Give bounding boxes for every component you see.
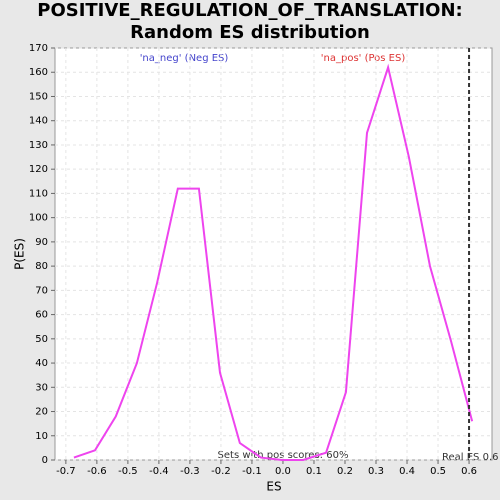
x-tick-label: -0.4 (149, 466, 169, 477)
y-tick-label: 150 (29, 91, 48, 102)
y-tick-label: 100 (29, 213, 48, 224)
y-tick-label: 90 (35, 237, 48, 248)
annotation: 'na_pos' (Pos ES) (321, 53, 406, 64)
x-tick-label: 0.1 (306, 466, 322, 477)
y-tick-label: 120 (29, 164, 48, 175)
x-tick-label: -0.3 (180, 466, 200, 477)
y-tick-label: 40 (35, 358, 48, 369)
plot-area (54, 47, 493, 461)
x-tick-label: 0.3 (368, 466, 384, 477)
line-series (73, 63, 474, 461)
x-tick-label: 0.4 (399, 466, 415, 477)
x-tick-label: -0.1 (242, 466, 262, 477)
x-tick-label: 0.6 (461, 466, 477, 477)
y-tick-label: 160 (29, 67, 48, 78)
annotation: 'na_neg' (Neg ES) (140, 53, 229, 64)
y-axis-label: P(ES) (13, 238, 27, 270)
y-tick-label: 170 (29, 43, 48, 54)
y-tick-label: 10 (35, 431, 48, 442)
chart-title: POSITIVE_REGULATION_OF_TRANSLATION: Rand… (37, 0, 463, 43)
y-tick-label: 0 (42, 455, 48, 466)
x-tick-label: 0.0 (275, 466, 291, 477)
y-tick-label: 140 (29, 116, 48, 127)
x-tick-label: 0.2 (337, 466, 353, 477)
x-tick-label: -0.2 (211, 466, 231, 477)
x-tick-label: -0.7 (56, 466, 76, 477)
x-tick-label: -0.6 (87, 466, 107, 477)
y-tick-label: 130 (29, 140, 48, 151)
x-tick-label: -0.5 (118, 466, 138, 477)
y-tick-label: 50 (35, 334, 48, 345)
annotation: Sets with pos scores: 60% (218, 450, 349, 461)
y-tick-label: 80 (35, 261, 48, 272)
y-tick-label: 70 (35, 285, 48, 296)
y-tick-label: 60 (35, 310, 48, 321)
x-axis-label: ES (266, 480, 281, 494)
annotation: Real ES 0.6 (442, 452, 498, 463)
y-tick-label: 110 (29, 188, 48, 199)
y-tick-label: 30 (35, 382, 48, 393)
x-tick-label: 0.5 (430, 466, 446, 477)
y-tick-label: 20 (35, 407, 48, 418)
